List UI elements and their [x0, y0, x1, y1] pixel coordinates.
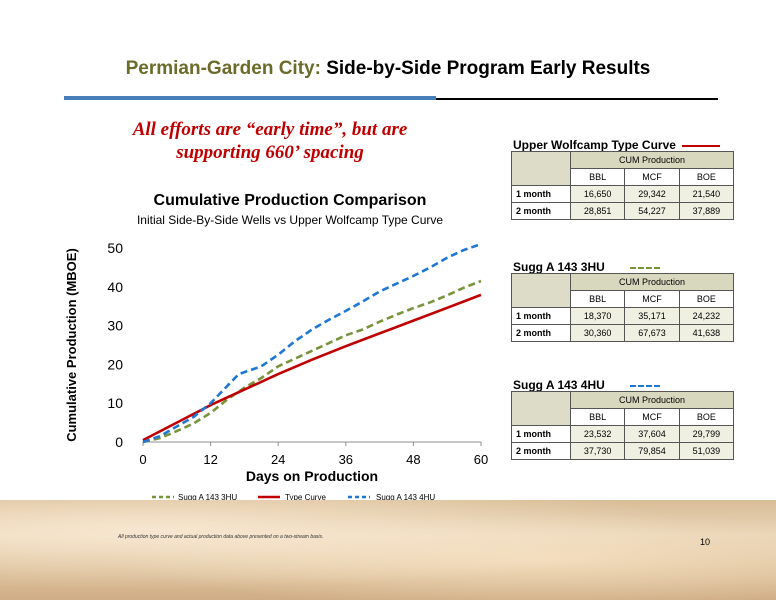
chart-title: Cumulative Production Comparison	[153, 192, 427, 209]
table-column-header: MCF	[624, 408, 680, 426]
table-cell: 21,540	[678, 185, 735, 203]
table-row-label: 1 month	[511, 307, 571, 325]
table-corner-cell	[511, 273, 571, 308]
table-cell: 24,232	[678, 307, 735, 325]
table-cell: 67,673	[624, 324, 680, 342]
chart-subtitle: Initial Side-By-Side Wells vs Upper Wolf…	[136, 213, 444, 227]
table-row-label: 1 month	[511, 185, 571, 203]
table-corner-cell	[511, 391, 571, 426]
legend-label-3: Sugg A 143 4HU	[376, 493, 435, 502]
table-row: 2 month 30,360 67,673 41,638	[511, 324, 735, 342]
slide-title: Permian-Garden City: Side-by-Side Progra…	[0, 58, 776, 80]
table-column-row: BBL MCF BOE	[512, 408, 735, 426]
table-cell: 54,227	[624, 202, 680, 220]
title-rule-black	[436, 98, 718, 100]
table-header-row: CUM Production	[511, 273, 734, 308]
x-tick-label: 12	[203, 452, 217, 467]
table-cell: 79,854	[624, 442, 680, 460]
table-legend-swatch	[630, 385, 660, 387]
y-tick-label: 50	[107, 240, 123, 256]
table-cell: 16,650	[569, 185, 626, 203]
table-row: 2 month 37,730 79,854 51,039	[511, 442, 735, 460]
table-column-header: BBL	[569, 408, 626, 426]
table-cell: 35,171	[624, 307, 680, 325]
slide-title-prefix: Permian-Garden City:	[125, 58, 321, 79]
series-line-3	[142, 242, 482, 444]
x-tick-label: 60	[474, 452, 488, 467]
table-cell: 23,532	[569, 425, 626, 443]
production-table: CUM Production BBL MCF BOE 1 month 16,650 29,3…	[511, 151, 735, 220]
callout-line-2: supporting 660’ spacing	[176, 142, 364, 163]
page-number: 10	[700, 537, 711, 547]
table-column-header: BOE	[678, 168, 735, 186]
table-row: 1 month 18,370 35,171 24,232	[511, 307, 735, 325]
y-tick-label: 40	[107, 279, 123, 295]
table-corner-cell	[511, 151, 571, 186]
table-legend-swatch	[682, 145, 720, 147]
table-group-header: CUM Production	[570, 273, 734, 291]
table-column-header: MCF	[624, 168, 680, 186]
table-cell: 37,730	[569, 442, 626, 460]
table-row-label: 1 month	[511, 425, 571, 443]
slide-title-rest: Side-by-Side Program Early Results	[326, 58, 651, 79]
table-cell: 37,604	[624, 425, 680, 443]
series-line-2	[142, 293, 482, 442]
x-tick-label: 48	[406, 452, 420, 467]
table-row-label: 2 month	[511, 202, 571, 220]
y-tick-label: 10	[107, 395, 123, 411]
production-table: CUM Production BBL MCF BOE 1 month 18,370 35,1…	[511, 273, 735, 342]
table-cell: 51,039	[678, 442, 735, 460]
chart-plot: 0 10 20 30 40 50 0 12 24 36 48 60 Days on Production…	[107, 240, 488, 502]
table-cell: 30,360	[569, 324, 626, 342]
table-cell: 18,370	[569, 307, 626, 325]
table-row: 2 month 28,851 54,227 37,889	[511, 202, 735, 220]
table-cell: 28,851	[569, 202, 626, 220]
table-group-header: CUM Production	[570, 151, 734, 169]
y-tick-label: 0	[115, 434, 123, 450]
table-title: Sugg A 143 3HU	[513, 260, 605, 274]
table-header-row: CUM Production	[511, 151, 734, 186]
legend-label-2: Type Curve	[285, 493, 326, 502]
table-column-header: BBL	[569, 290, 626, 308]
table-column-row: BBL MCF BOE	[512, 290, 735, 308]
table-header-row: CUM Production	[511, 391, 734, 426]
table-cell: 29,799	[678, 425, 735, 443]
x-tick-label: 0	[139, 452, 146, 467]
title-rule-blue	[64, 96, 436, 100]
table-title: Upper Wolfcamp Type Curve	[513, 138, 676, 152]
table-cell: 41,638	[678, 324, 735, 342]
production-table: CUM Production BBL MCF BOE 1 month 23,532 37,6…	[511, 391, 735, 460]
table-row: 1 month 23,532 37,604 29,799	[511, 425, 735, 443]
x-tick-label: 36	[339, 452, 353, 467]
table-row: 1 month 16,650 29,342 21,540	[511, 185, 735, 203]
footnote: All production type curve and actual pro…	[118, 534, 324, 540]
table-cell: 37,889	[678, 202, 735, 220]
table-column-header: BBL	[569, 168, 626, 186]
table-cell: 29,342	[624, 185, 680, 203]
table-row-label: 2 month	[511, 442, 571, 460]
table-column-header: BOE	[678, 408, 735, 426]
table-group-header: CUM Production	[570, 391, 734, 409]
y-tick-label: 30	[107, 318, 123, 334]
y-tick-label: 20	[107, 356, 123, 372]
table-title: Sugg A 143 4HU	[513, 378, 605, 392]
table-row-label: 2 month	[511, 324, 571, 342]
table-legend-swatch	[630, 267, 660, 269]
x-tick-label: 24	[271, 452, 285, 467]
table-column-header: BOE	[678, 290, 735, 308]
series-line-1	[142, 279, 482, 444]
callout-line-1: All efforts are “early time”, but are	[132, 119, 408, 140]
table-column-header: MCF	[624, 290, 680, 308]
legend-label-1: Sugg A 143 3HU	[178, 493, 237, 502]
sand-footer-background	[0, 500, 776, 600]
x-axis-label: Days on Production	[246, 468, 378, 484]
callout-text: All efforts are “early time”, but are su…	[100, 118, 440, 164]
